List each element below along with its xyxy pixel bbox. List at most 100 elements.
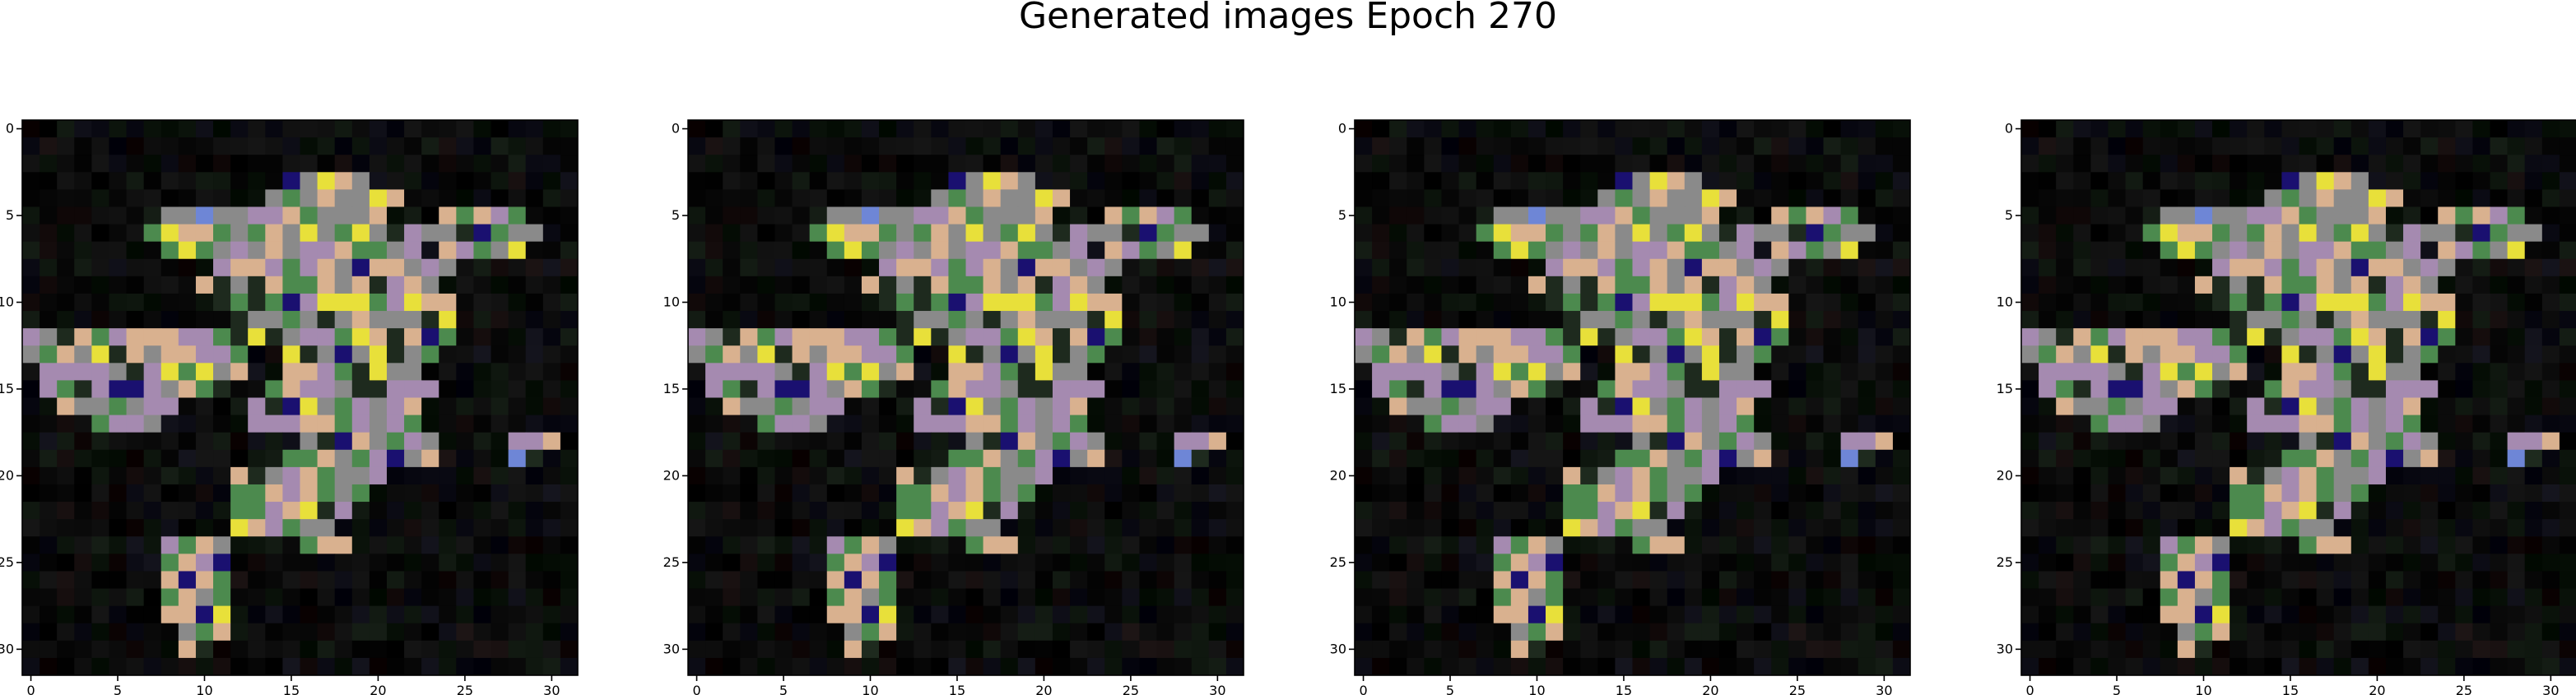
- pixel-cell: [248, 137, 266, 155]
- pixel-cell: [143, 328, 162, 346]
- pixel-cell: [2490, 380, 2509, 398]
- pixel-cell: [40, 432, 58, 451]
- pixel-cell: [705, 415, 723, 433]
- pixel-cell: [914, 311, 932, 329]
- pixel-cell: [1476, 189, 1495, 207]
- pixel-cell: [2559, 571, 2576, 590]
- pixel-cell: [2039, 189, 2057, 207]
- pixel-cell: [1546, 293, 1564, 312]
- pixel-cell: [1407, 363, 1425, 381]
- pixel-cell: [57, 449, 75, 468]
- pixel-cell: [2090, 120, 2109, 138]
- pixel-cell: [1017, 276, 1036, 294]
- pixel-cell: [2524, 397, 2543, 416]
- pixel-cell: [1441, 224, 1460, 243]
- pixel-cell: [826, 137, 845, 155]
- pixel-cell: [351, 519, 370, 537]
- pixel-cell: [1191, 120, 1210, 138]
- pixel-cell: [195, 206, 214, 225]
- pixel-cell: [844, 415, 863, 433]
- pixel-cell: [1754, 466, 1772, 485]
- pixel-cell: [456, 137, 474, 155]
- pixel-cell: [2299, 536, 2318, 554]
- pixel-cell: [1667, 293, 1686, 312]
- pixel-cell: [757, 311, 775, 329]
- pixel-cell: [1597, 155, 1616, 173]
- pixel-cell: [508, 397, 527, 416]
- pixel-cell: [2021, 155, 2039, 173]
- pixel-cell: [2507, 623, 2526, 642]
- pixel-cell: [1156, 588, 1175, 607]
- pixel-cell: [792, 137, 811, 155]
- pixel-cell: [1122, 571, 1140, 590]
- pixel-cell: [57, 432, 75, 451]
- pixel-cell: [2420, 380, 2439, 398]
- pixel-cell: [1527, 120, 1546, 138]
- pixel-cell: [91, 155, 109, 173]
- pixel-cell: [1684, 519, 1703, 537]
- pixel-cell: [1840, 311, 1859, 329]
- pixel-cell: [1806, 519, 1825, 537]
- pixel-cell: [1355, 432, 1373, 451]
- pixel-cell: [1788, 640, 1806, 659]
- pixel-cell: [248, 554, 266, 572]
- pixel-cell: [1017, 466, 1036, 485]
- pixel-cell: [2142, 276, 2161, 294]
- pixel-cell: [1407, 466, 1425, 485]
- pixel-cell: [421, 554, 439, 572]
- pixel-cell: [386, 588, 405, 607]
- pixel-cell: [2073, 536, 2091, 554]
- pixel-cell: [1701, 588, 1720, 607]
- pixel-cell: [774, 605, 793, 624]
- pixel-cell: [879, 397, 897, 416]
- pixel-cell: [2125, 172, 2144, 190]
- pixel-cell: [230, 137, 249, 155]
- pixel-cell: [1493, 328, 1512, 346]
- pixel-cell: [334, 554, 353, 572]
- pixel-cell: [542, 328, 561, 346]
- pixel-cell: [2160, 623, 2178, 642]
- pixel-cell: [2230, 241, 2248, 260]
- pixel-cell: [2160, 345, 2178, 364]
- pixel-cell: [2212, 640, 2230, 659]
- pixel-cell: [2490, 345, 2509, 364]
- pixel-cell: [2299, 502, 2318, 520]
- pixel-cell: [386, 519, 405, 537]
- pixel-cell: [1139, 380, 1158, 398]
- x-tick-label: 25: [457, 683, 473, 695]
- pixel-cell: [1372, 605, 1390, 624]
- pixel-cell: [983, 605, 1002, 624]
- pixel-cell: [109, 466, 128, 485]
- pixel-cell: [2507, 172, 2526, 190]
- pixel-cell: [1667, 640, 1686, 659]
- pixel-cell: [1389, 588, 1407, 607]
- pixel-cell: [2090, 363, 2109, 381]
- y-tick-label: 0: [6, 121, 14, 137]
- pixel-cell: [40, 137, 58, 155]
- pixel-cell: [2177, 536, 2196, 554]
- pixel-cell: [1087, 519, 1105, 537]
- pixel-cell: [774, 536, 793, 554]
- pixel-cell: [723, 588, 741, 607]
- pixel-cell: [1035, 397, 1053, 416]
- pixel-cell: [1458, 657, 1477, 676]
- pixel-cell: [1806, 137, 1825, 155]
- pixel-cell: [439, 588, 457, 607]
- pixel-cell: [2420, 432, 2439, 451]
- pixel-cell: [948, 657, 966, 676]
- pixel-cell: [2507, 224, 2526, 243]
- pixel-cell: [560, 397, 579, 416]
- pixel-cell: [1052, 605, 1071, 624]
- pixel-cell: [861, 554, 880, 572]
- pixel-cell: [230, 484, 249, 503]
- pixel-cell: [1580, 293, 1598, 312]
- pixel-cell: [723, 137, 741, 155]
- pixel-cell: [1771, 120, 1789, 138]
- pixel-cell: [1563, 120, 1581, 138]
- pixel-cell: [439, 605, 457, 624]
- pixel-cell: [1754, 258, 1772, 277]
- pixel-cell: [2177, 502, 2196, 520]
- pixel-cell: [705, 224, 723, 243]
- pixel-cell: [2073, 155, 2091, 173]
- pixel-cell: [1546, 155, 1564, 173]
